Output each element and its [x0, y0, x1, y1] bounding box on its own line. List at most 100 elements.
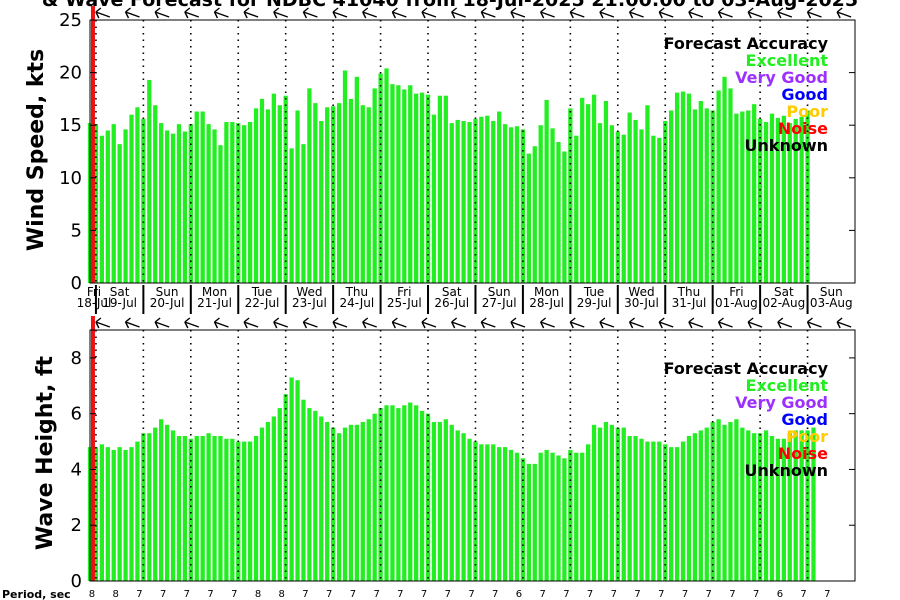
wave-bar	[508, 449, 514, 581]
wave-bar	[514, 452, 520, 581]
wind-bar	[473, 118, 478, 283]
legend-item-noise: Noise	[778, 444, 828, 463]
wind-plot-frame	[89, 19, 856, 284]
wave-bar	[455, 430, 460, 581]
wave-bar	[651, 441, 656, 581]
wave-bar	[425, 413, 431, 581]
wind-bar	[746, 110, 751, 283]
wave-bar	[449, 424, 454, 581]
day-label-dow: Sun	[488, 285, 511, 299]
wind-bar	[734, 113, 739, 283]
wind-direction-arrow-icon	[836, 317, 852, 329]
wind-bar	[384, 68, 389, 283]
period-value: 7	[634, 589, 640, 600]
day-label-date: 19-Jul	[102, 296, 137, 310]
period-value: 7	[800, 589, 806, 600]
wave-bar	[811, 427, 816, 581]
wind-bar	[757, 118, 763, 283]
wave-bar	[372, 413, 377, 581]
wave-bar	[295, 380, 300, 581]
period-value: 8	[113, 589, 119, 600]
wind-bar	[467, 122, 472, 283]
wave-bar	[734, 419, 739, 581]
wind-bar	[159, 123, 164, 283]
legend-item-noise: Noise	[778, 119, 828, 138]
period-value: 7	[753, 589, 759, 600]
wind-bar	[680, 91, 686, 283]
wind-bar	[182, 131, 188, 283]
wave-bar	[170, 430, 176, 581]
day-label-date: 25-Jul	[387, 296, 422, 310]
wave-bar	[247, 441, 253, 581]
wind-bar	[728, 88, 733, 283]
period-value: 7	[397, 589, 403, 600]
wave-bar	[763, 430, 769, 581]
wind-bar	[704, 108, 709, 284]
wave-bar	[236, 441, 241, 581]
wave-bar	[627, 435, 632, 581]
wind-bar	[176, 124, 182, 284]
wind-ytick-label: 20	[59, 63, 82, 84]
wind-bar	[129, 114, 134, 284]
day-label-dow: Sat	[774, 285, 794, 299]
wind-direction-arrow-icon	[243, 317, 259, 329]
wave-bar	[378, 408, 383, 581]
wind-direction-arrow-icon	[836, 7, 852, 19]
wind-bar	[532, 146, 537, 283]
period-value: 7	[468, 589, 474, 600]
day-labels: Fri18-JulSat19-JulSun20-JulMon21-JulTue2…	[77, 285, 853, 314]
wind-direction-arrow-icon	[451, 317, 466, 329]
wave-bar	[461, 433, 466, 581]
wind-direction-arrow-icon	[124, 317, 140, 329]
wind-bar	[425, 94, 431, 283]
period-value: 8	[255, 589, 261, 600]
wind-direction-arrow-icon	[391, 317, 407, 329]
day-label-date: 30-Jul	[624, 296, 659, 310]
chart-title: & Wave Forecast for NDBC 41040 from 18-J…	[42, 0, 858, 11]
wave-bar	[319, 416, 324, 581]
period-value: 7	[207, 589, 213, 600]
wind-bar	[574, 135, 579, 283]
period-row: 8 8 7 7 7 7 7 8 8 7 7 7 7 7 7 7 7 7 6 7 7 7 7 7 7 7 7 7 7 6 7 7	[89, 589, 831, 600]
wind-bar	[212, 129, 217, 283]
wind-bar	[769, 113, 775, 283]
wave-bar	[621, 427, 626, 581]
wind-bar	[336, 103, 342, 283]
period-label: Period, sec	[2, 588, 71, 600]
wind-direction-arrow-icon	[302, 317, 318, 329]
wind-bar	[378, 73, 383, 284]
wind-bar	[609, 125, 614, 283]
wave-bar	[710, 422, 715, 581]
wind-direction-arrow-icon	[451, 7, 466, 19]
wind-direction-arrow-icon	[717, 7, 733, 19]
wave-bar	[597, 427, 603, 581]
wave-bar	[366, 419, 371, 581]
wind-direction-arrow-icon	[124, 7, 140, 19]
wave-bar	[686, 435, 692, 581]
wind-direction-arrow-icon	[510, 7, 526, 19]
wind-bar	[799, 116, 804, 283]
wind-direction-arrow-icon	[184, 317, 200, 329]
wind-direction-arrow-icon	[688, 317, 704, 329]
day-label-dow: Tue	[251, 285, 273, 299]
wind-bar	[597, 123, 603, 283]
day-label-dow: Wed	[296, 285, 322, 299]
wind-bar	[307, 88, 312, 283]
wind-ytick-label: 25	[59, 10, 82, 31]
wave-bar	[271, 416, 276, 581]
wave-bar	[704, 427, 709, 581]
wave-ytick-label: 6	[71, 404, 82, 425]
wave-bar	[354, 424, 359, 581]
wind-bar	[135, 107, 140, 283]
wave-bar	[680, 441, 686, 581]
wave-bar	[277, 408, 282, 581]
wind-bar	[674, 92, 680, 283]
period-value: 7	[136, 589, 142, 600]
period-value: 7	[302, 589, 308, 600]
wind-bar	[111, 124, 116, 284]
wind-bar	[461, 120, 466, 284]
wind-direction-arrow-icon	[302, 7, 318, 19]
wave-ytick-label: 2	[71, 515, 82, 536]
